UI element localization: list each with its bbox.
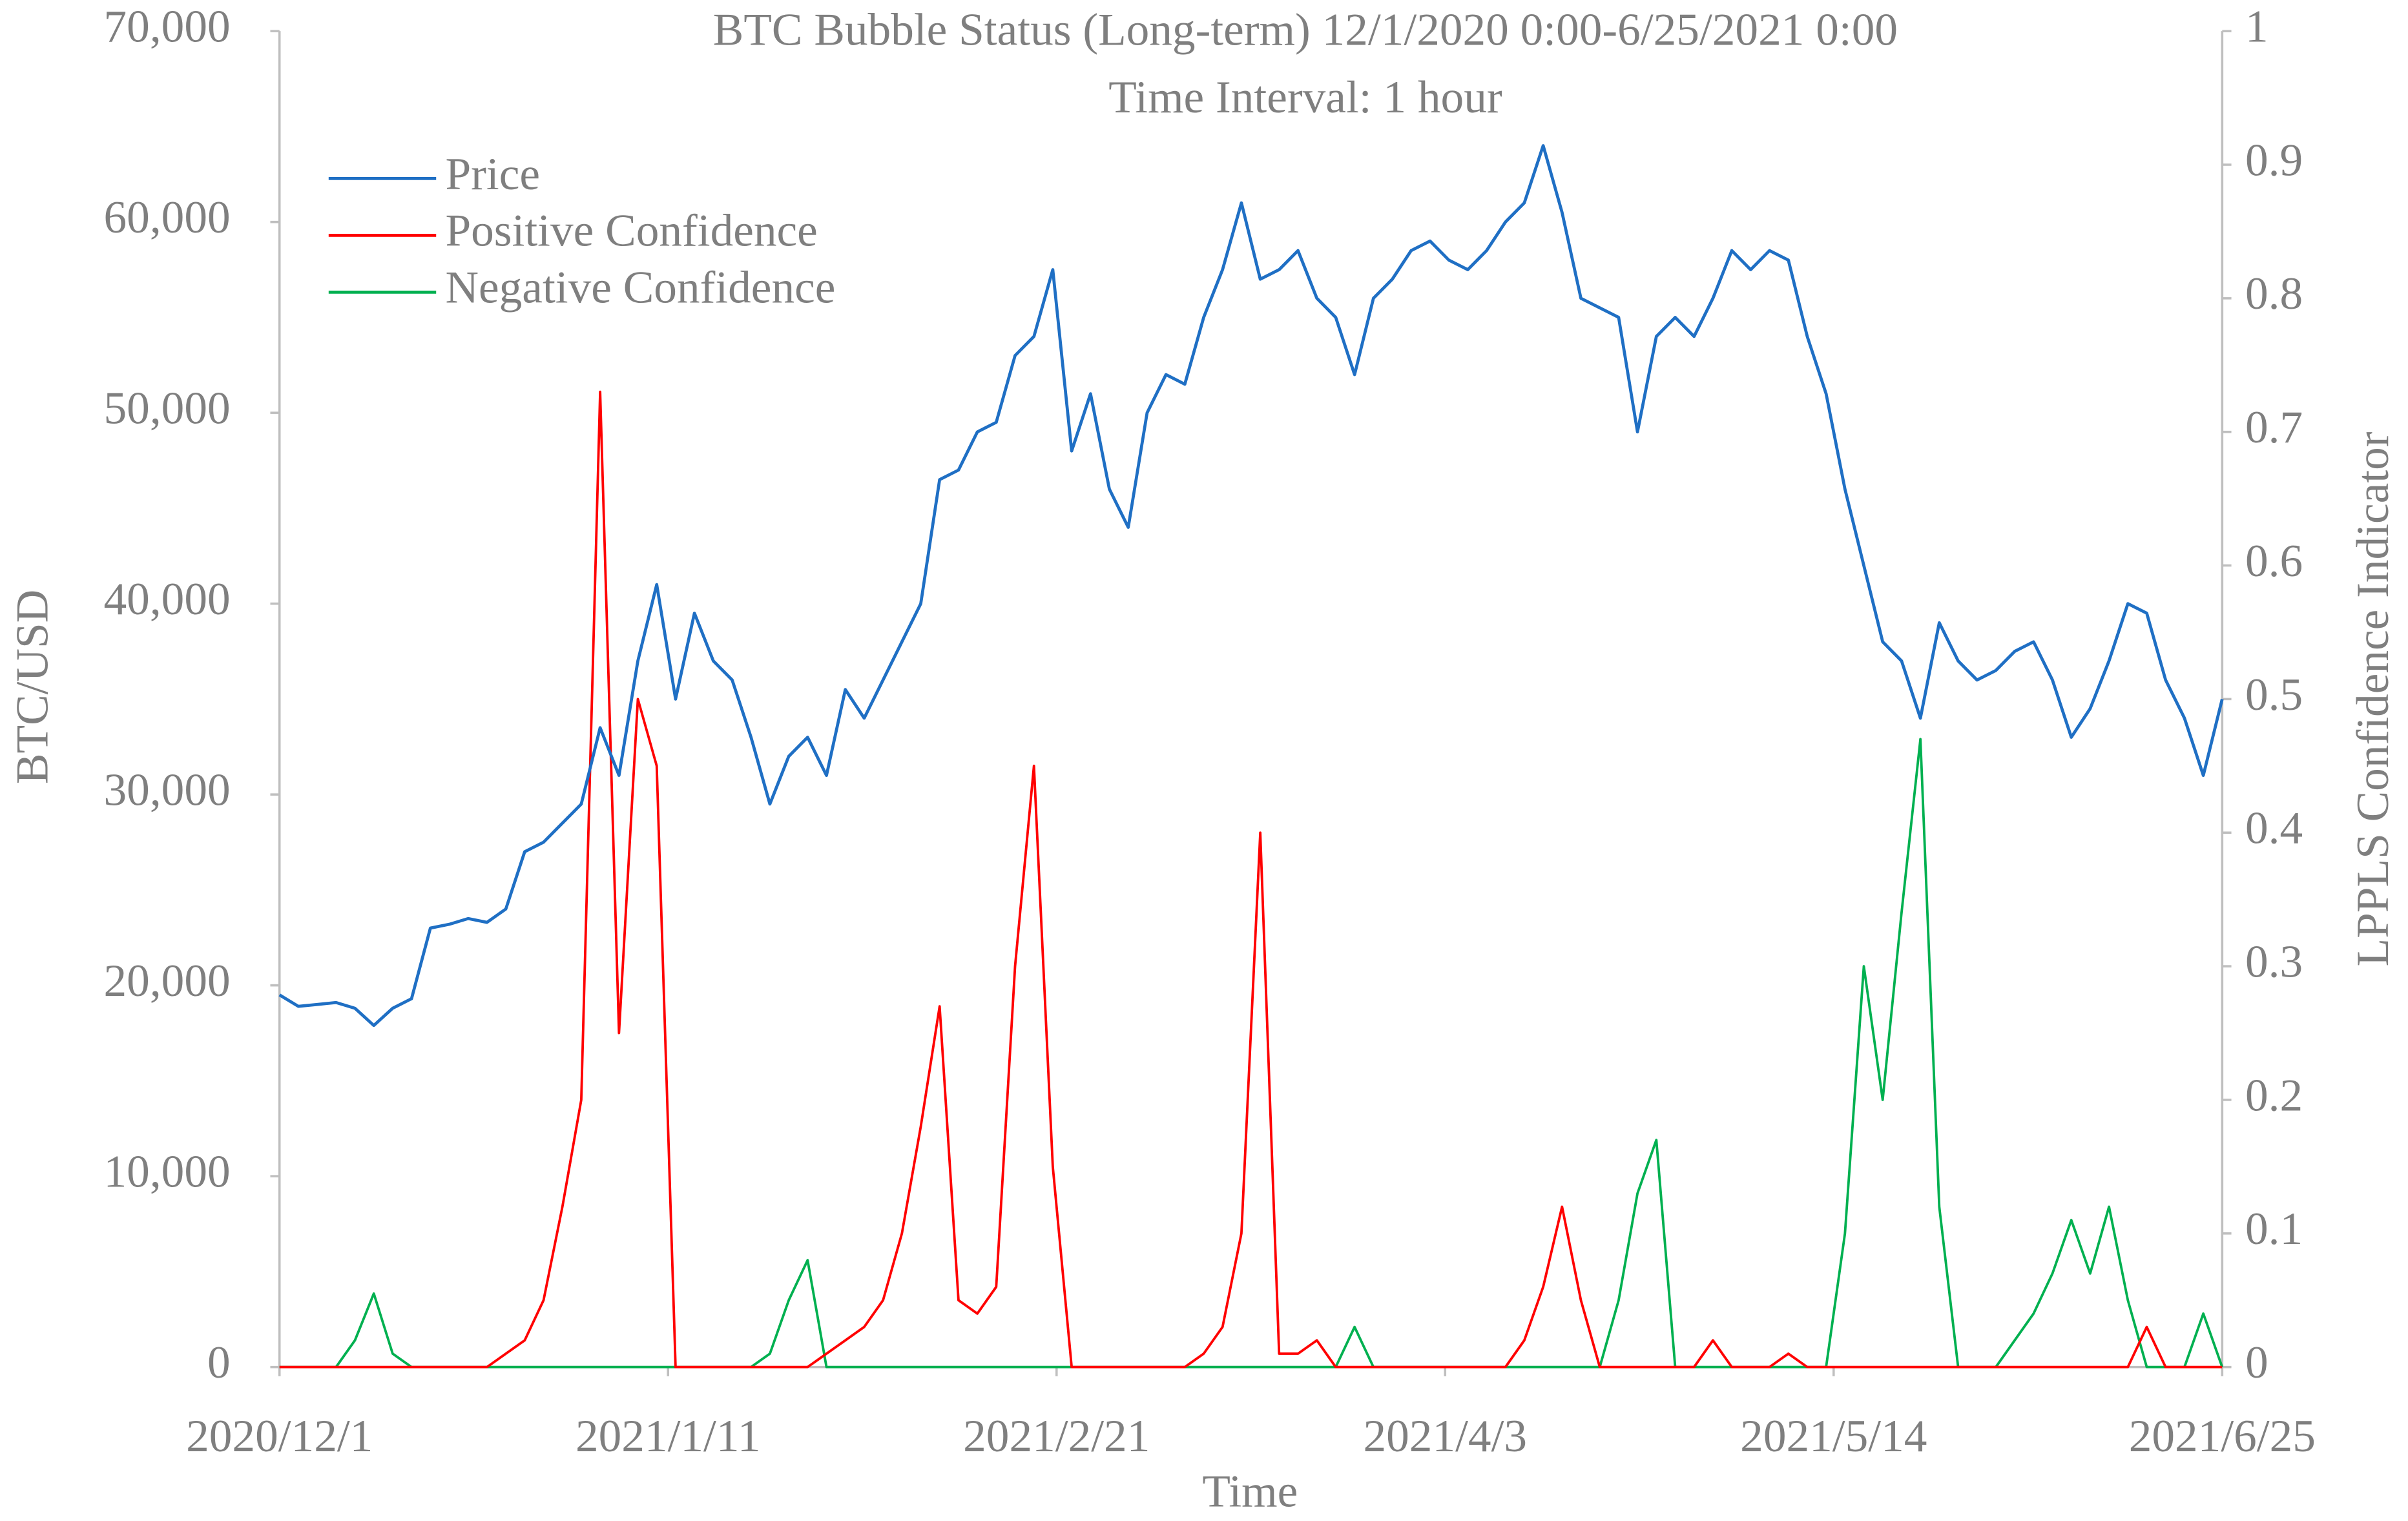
- y-tick-label: 20,000: [104, 955, 231, 1006]
- y2-tick-label: 0.5: [2245, 669, 2303, 720]
- x-tick-label: 2021/5/14: [1740, 1411, 1927, 1462]
- y-tick-label: 60,000: [104, 192, 231, 243]
- y2-tick-label: 0.8: [2245, 268, 2303, 319]
- y-axis-title: BTC/USD: [6, 590, 57, 784]
- x-tick-label: 2020/12/1: [186, 1411, 373, 1462]
- series-line: [279, 738, 2224, 1369]
- legend-label: Price: [445, 149, 540, 200]
- chart-title: BTC Bubble Status (Long-term) 12/1/2020 …: [713, 4, 1898, 55]
- x-tick-label: 2021/1/11: [576, 1411, 761, 1462]
- y-tick-label: 10,000: [104, 1146, 231, 1197]
- y-tick-label: 0: [207, 1337, 231, 1388]
- y2-tick-label: 0.4: [2245, 803, 2303, 854]
- y-tick-label: 30,000: [104, 765, 231, 816]
- x-tick-label: 2021/4/3: [1363, 1411, 1527, 1462]
- y-tick-label: 50,000: [104, 383, 231, 434]
- y2-tick-label: 0.6: [2245, 535, 2303, 586]
- y2-tick-label: 0: [2245, 1337, 2268, 1388]
- legend-label: Positive Confidence: [445, 205, 817, 256]
- y2-tick-label: 0.2: [2245, 1070, 2303, 1121]
- y2-axis-title: LPPLS Confidence Indicator: [2347, 431, 2398, 966]
- y2-tick-label: 0.7: [2245, 402, 2303, 453]
- series-line: [279, 390, 2223, 1369]
- y-tick-label: 70,000: [104, 1, 231, 52]
- x-tick-label: 2021/2/21: [963, 1411, 1150, 1462]
- y-tick-label: 40,000: [104, 574, 231, 625]
- y2-tick-label: 0.3: [2245, 936, 2303, 987]
- y2-tick-label: 1: [2245, 1, 2268, 52]
- legend-label: Negative Confidence: [445, 262, 835, 313]
- x-axis-title: Time: [1202, 1466, 1298, 1517]
- series-line: [278, 144, 2224, 1028]
- chart-subtitle: Time Interval: 1 hour: [1108, 72, 1502, 123]
- y2-tick-label: 0.9: [2245, 134, 2303, 185]
- y2-tick-label: 0.1: [2245, 1203, 2303, 1254]
- x-tick-label: 2021/6/25: [2129, 1411, 2316, 1462]
